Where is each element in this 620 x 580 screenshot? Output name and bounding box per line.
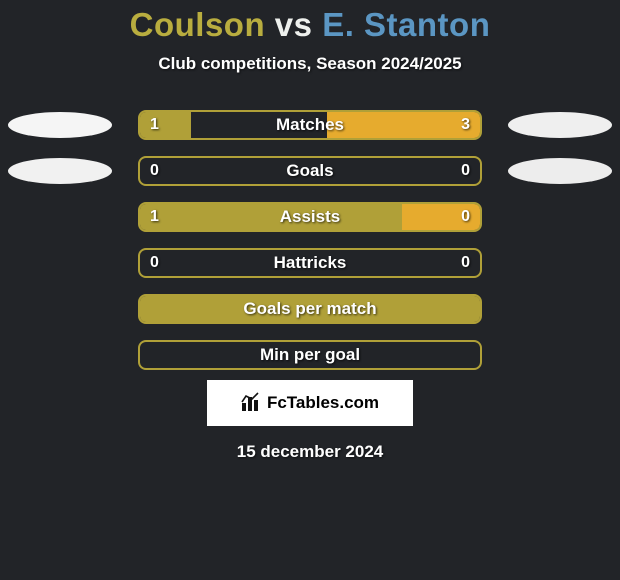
- team-badge-left: [8, 158, 112, 184]
- stat-bar: 00Hattricks: [138, 248, 482, 278]
- stat-row: Goals per match: [0, 286, 620, 332]
- title-player2: E. Stanton: [322, 6, 490, 43]
- stat-label: Goals per match: [140, 296, 480, 322]
- team-badge-right: [508, 112, 612, 138]
- date-text: 15 december 2024: [0, 442, 620, 462]
- logo-box: FcTables.com: [207, 380, 413, 426]
- page-title: Coulson vs E. Stanton: [0, 6, 620, 44]
- stat-bar: 10Assists: [138, 202, 482, 232]
- stat-row: 10Assists: [0, 194, 620, 240]
- stat-label: Assists: [140, 204, 480, 230]
- logo-text: FcTables.com: [267, 393, 379, 413]
- team-badge-left: [8, 112, 112, 138]
- stat-row: 00Goals: [0, 148, 620, 194]
- stat-label: Matches: [140, 112, 480, 138]
- team-badge-right: [508, 158, 612, 184]
- subtitle: Club competitions, Season 2024/2025: [0, 54, 620, 74]
- stat-bar: Goals per match: [138, 294, 482, 324]
- title-player1: Coulson: [130, 6, 265, 43]
- stat-row: 00Hattricks: [0, 240, 620, 286]
- stat-label: Goals: [140, 158, 480, 184]
- stat-bar: Min per goal: [138, 340, 482, 370]
- stat-label: Min per goal: [140, 342, 480, 368]
- comparison-infographic: Coulson vs E. Stanton Club competitions,…: [0, 0, 620, 462]
- stat-row: Min per goal: [0, 332, 620, 378]
- stat-bar: 00Goals: [138, 156, 482, 186]
- bars-icon: [241, 391, 263, 416]
- stat-rows: 13Matches 00Goals 10Assists 00Hattricks Goal…: [0, 102, 620, 378]
- stat-label: Hattricks: [140, 250, 480, 276]
- stat-bar: 13Matches: [138, 110, 482, 140]
- title-vs: vs: [275, 6, 313, 43]
- stat-row: 13Matches: [0, 102, 620, 148]
